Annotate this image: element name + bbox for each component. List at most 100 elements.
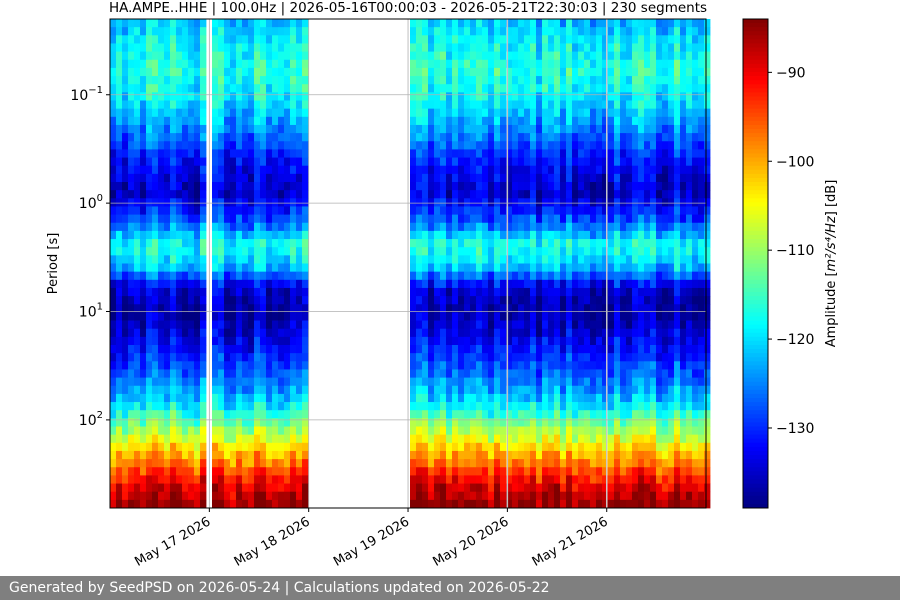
heatmap-cell — [110, 361, 117, 370]
heatmap-cell — [452, 124, 459, 134]
heatmap-cell — [614, 475, 621, 484]
heatmap-cell — [596, 271, 603, 281]
heatmap-cell — [590, 393, 597, 403]
colorbar-swatch — [743, 129, 768, 134]
heatmap-cell — [632, 59, 639, 69]
heatmap-cell — [434, 124, 441, 134]
heatmap-cell — [458, 393, 465, 403]
heatmap-cell — [644, 467, 651, 476]
heatmap-cell — [416, 108, 423, 118]
heatmap-cell — [494, 296, 501, 305]
heatmap-cell — [668, 157, 675, 167]
heatmap-cell — [434, 483, 441, 493]
heatmap-cell — [590, 206, 597, 215]
heatmap-cell — [458, 198, 465, 207]
heatmap-cell — [218, 149, 225, 158]
heatmap-cell — [170, 149, 177, 158]
heatmap-cell — [554, 222, 561, 232]
heatmap-cell — [464, 157, 471, 167]
heatmap-cell — [572, 296, 579, 305]
heatmap-cell — [572, 84, 579, 93]
heatmap-cell — [434, 328, 441, 338]
heatmap-cell — [110, 345, 117, 354]
heatmap-cell — [434, 173, 441, 183]
heatmap-cell — [572, 271, 579, 281]
heatmap-cell — [578, 190, 585, 199]
heatmap-cell — [170, 377, 177, 387]
colorbar-swatch — [743, 177, 768, 183]
heatmap-cell — [572, 377, 579, 387]
heatmap-cell — [146, 157, 153, 167]
heatmap-cell — [224, 296, 231, 305]
heatmap-cell — [182, 459, 189, 468]
heatmap-cell — [254, 198, 261, 207]
heatmap-cell — [110, 35, 117, 44]
heatmap-cell — [608, 499, 615, 509]
heatmap-cell — [548, 410, 555, 419]
heatmap-cell — [620, 369, 627, 378]
heatmap-cell — [434, 287, 441, 297]
heatmap-cell — [650, 459, 657, 468]
heatmap-cell — [116, 402, 123, 411]
heatmap-cell — [704, 467, 711, 476]
heatmap-cell — [416, 100, 423, 110]
heatmap-cell — [446, 19, 453, 28]
heatmap-cell — [278, 345, 285, 354]
heatmap-cell — [512, 67, 519, 77]
heatmap-cell — [674, 304, 681, 313]
heatmap-cell — [620, 287, 627, 297]
heatmap-cell — [704, 35, 711, 44]
heatmap-cell — [254, 377, 261, 387]
heatmap-cell — [146, 67, 153, 77]
heatmap-cell — [506, 442, 513, 452]
heatmap-cell — [182, 165, 189, 175]
heatmap-cell — [686, 76, 693, 85]
heatmap-cell — [260, 345, 267, 354]
heatmap-cell — [146, 230, 153, 240]
heatmap-cell — [194, 402, 201, 411]
heatmap-cell — [200, 467, 207, 476]
heatmap-cell — [524, 385, 531, 395]
heatmap-cell — [470, 165, 477, 175]
heatmap-cell — [164, 377, 171, 387]
heatmap-cell — [530, 393, 537, 403]
heatmap-cell — [488, 43, 495, 52]
heatmap-cell — [176, 116, 183, 126]
heatmap-cell — [176, 230, 183, 240]
heatmap-cell — [230, 182, 237, 191]
heatmap-cell — [188, 206, 195, 215]
heatmap-cell — [680, 361, 687, 370]
heatmap-cell — [500, 361, 507, 370]
heatmap-cell — [632, 67, 639, 77]
heatmap-cell — [674, 255, 681, 264]
heatmap-cell — [620, 51, 627, 61]
heatmap-cell — [488, 312, 495, 321]
heatmap-cell — [170, 206, 177, 215]
heatmap-cell — [698, 410, 705, 419]
heatmap-cell — [584, 459, 591, 468]
heatmap-cell — [632, 369, 639, 378]
heatmap-cell — [266, 149, 273, 158]
heatmap-cell — [506, 304, 513, 313]
heatmap-cell — [236, 393, 243, 403]
heatmap-cell — [518, 345, 525, 354]
heatmap-cell — [608, 345, 615, 354]
heatmap-cell — [212, 296, 219, 305]
heatmap-cell — [512, 467, 519, 476]
heatmap-cell — [680, 206, 687, 215]
colorbar-swatch — [743, 182, 768, 187]
heatmap-cell — [680, 410, 687, 419]
heatmap-cell — [122, 483, 129, 493]
heatmap-cell — [596, 35, 603, 44]
heatmap-cell — [590, 133, 597, 142]
heatmap-cell — [602, 369, 609, 378]
heatmap-cell — [596, 393, 603, 403]
heatmap-cell — [284, 369, 291, 378]
heatmap-cell — [482, 459, 489, 468]
heatmap-cell — [170, 442, 177, 452]
heatmap-cell — [452, 312, 459, 321]
heatmap-cell — [524, 459, 531, 468]
heatmap-cell — [476, 304, 483, 313]
heatmap-cell — [644, 133, 651, 142]
heatmap-cell — [518, 312, 525, 321]
